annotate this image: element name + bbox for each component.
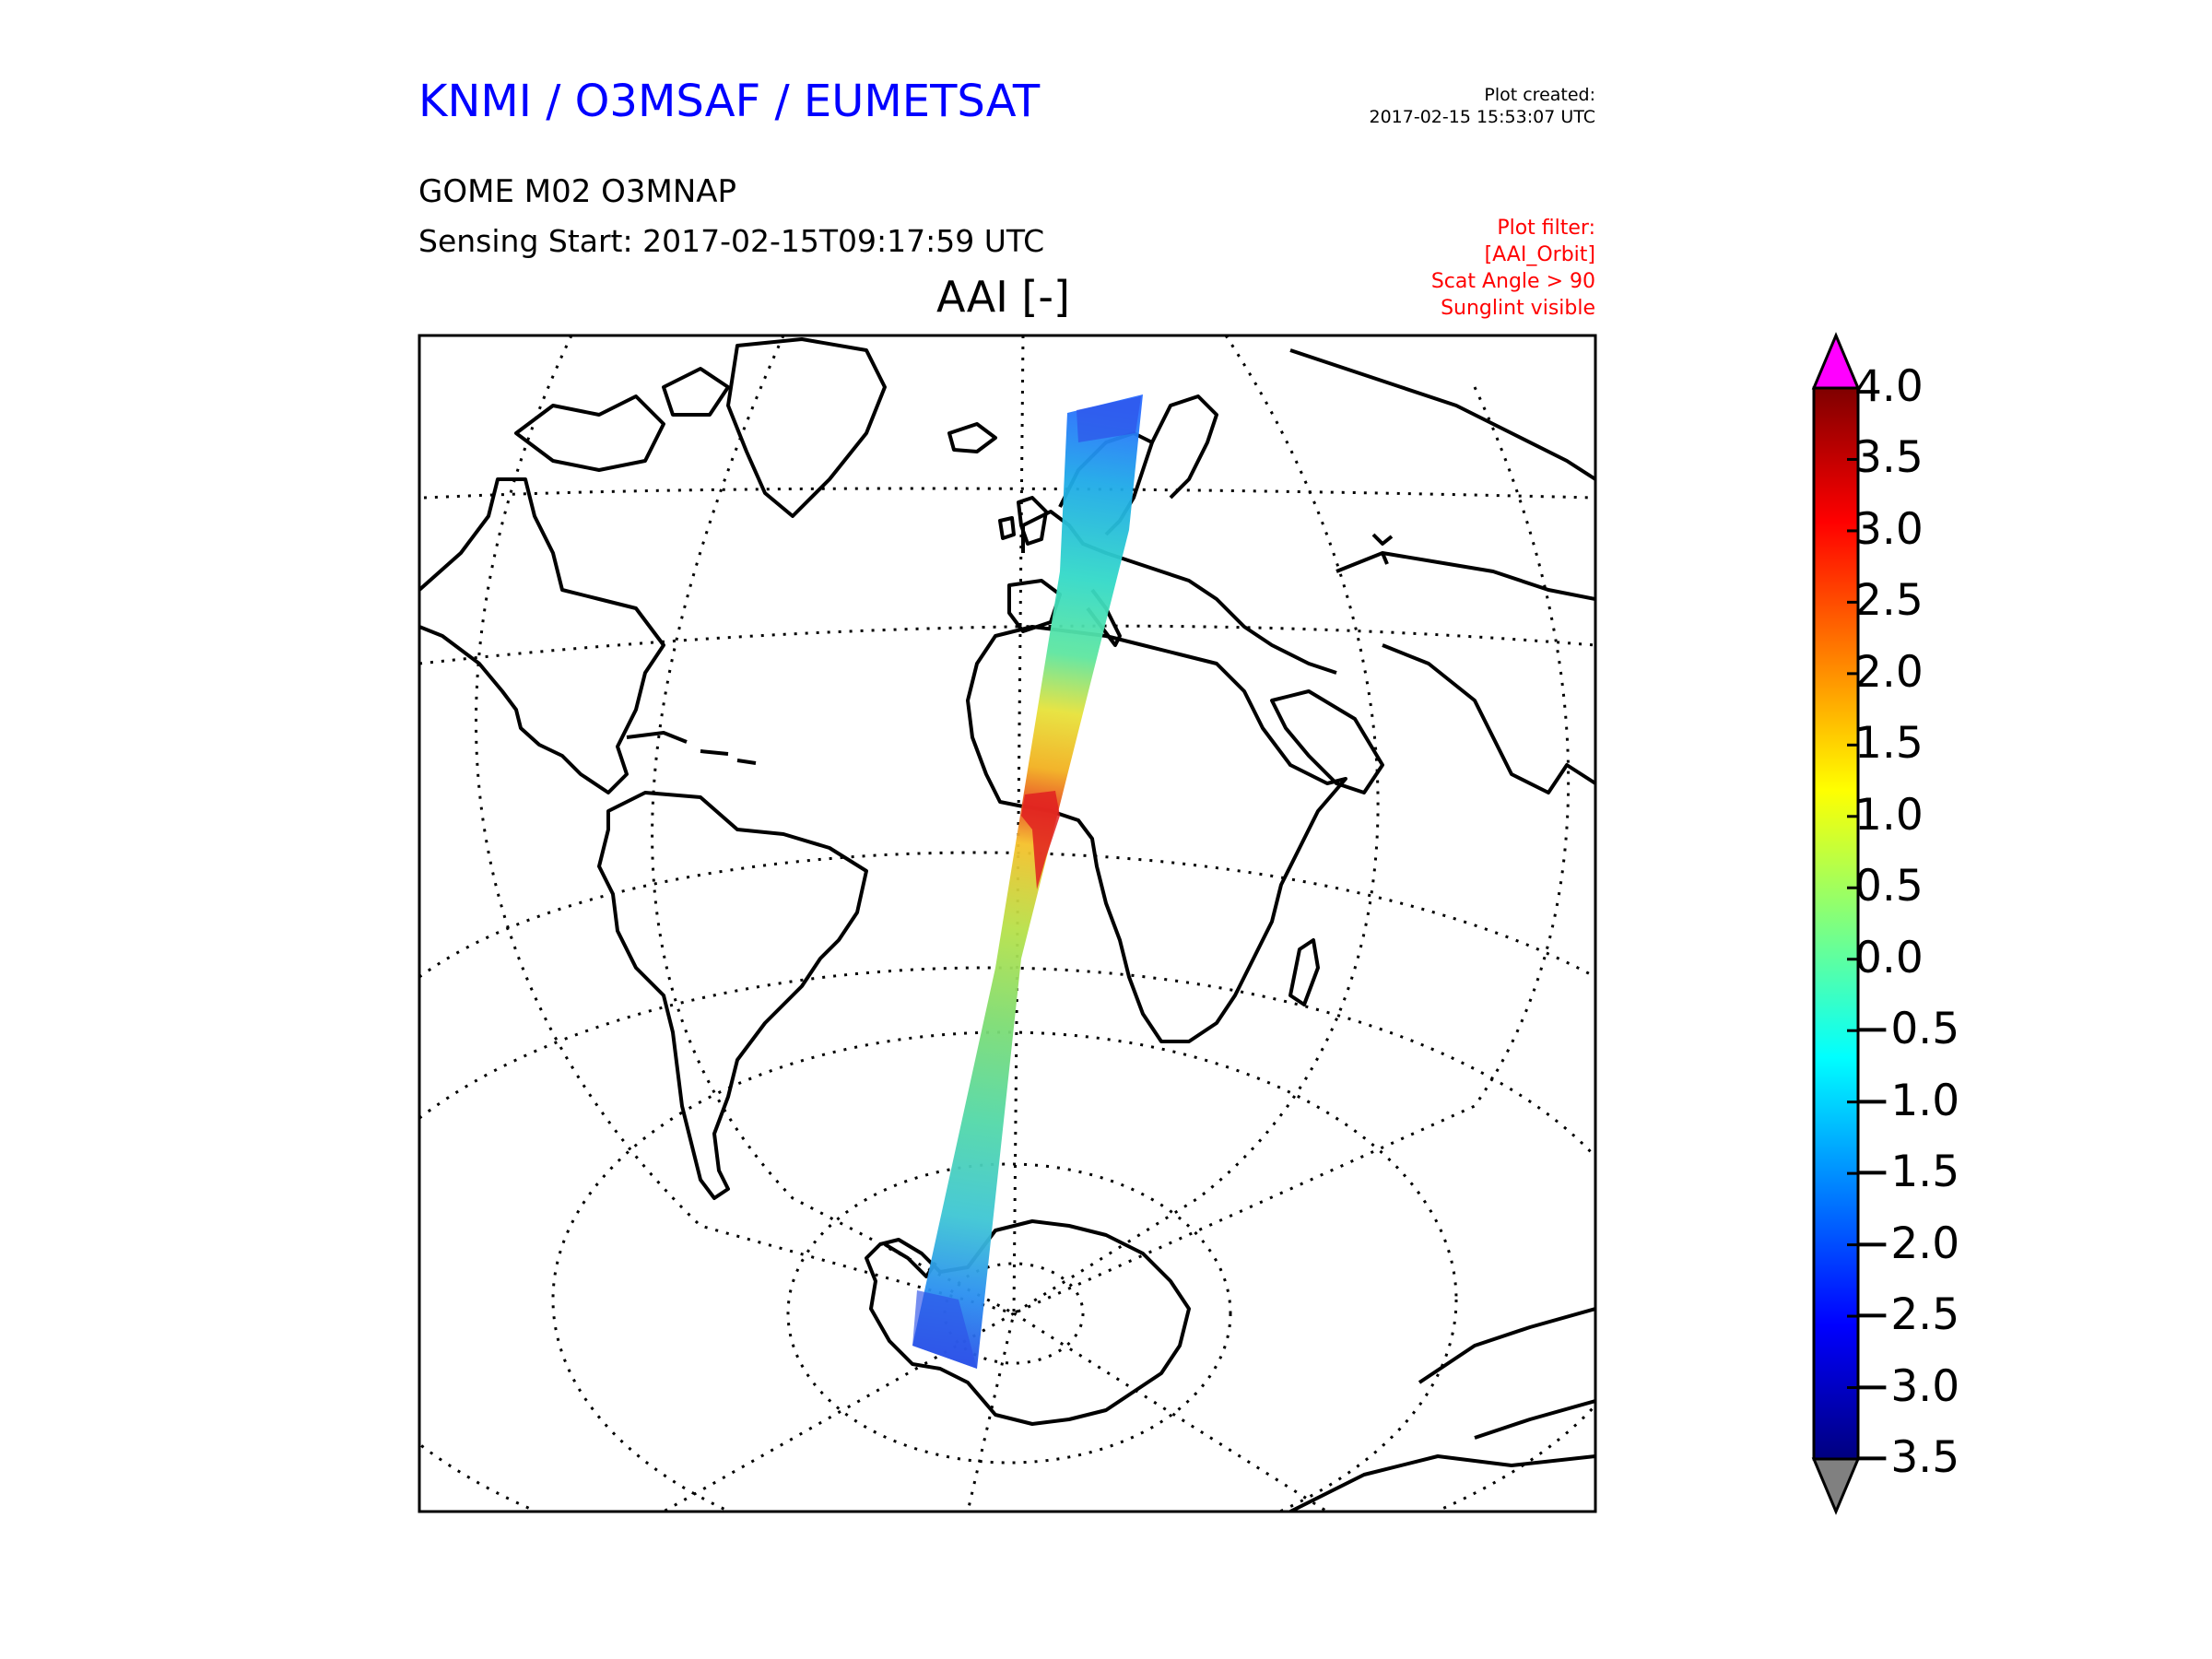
aai-swath-strip [912, 394, 1143, 1369]
plot-filter-heading: Plot filter: [1497, 217, 1595, 240]
colorbar-tick-label: 3.5 [1854, 432, 1924, 484]
coastline-arctic-islands [662, 367, 730, 417]
parallel-line [423, 487, 1595, 500]
colorbar-tick-label: 0.0 [1854, 932, 1924, 983]
coastline-scandinavia [1150, 394, 1218, 500]
colorbar-tick-label: 1.5 [1854, 718, 1924, 770]
coastline-arabia [1270, 689, 1384, 794]
coastline-greenland [726, 337, 887, 518]
parallel-line [943, 1262, 1085, 1365]
coastline-iberia [1007, 579, 1062, 633]
plot-title: AAI [-] [936, 272, 1070, 322]
colorbar-tick-label: −3.0 [1854, 1360, 1960, 1412]
plot-filter-item: [AAI_Orbit] [1484, 243, 1595, 266]
coastline-australia [1418, 1307, 1595, 1384]
coastline-asia [1382, 643, 1595, 794]
colorbar-tick-label: 1.0 [1854, 789, 1924, 841]
colorbar-tick-label: 3.0 [1854, 503, 1924, 555]
plot-filter-item: Scat Angle > 90 [1430, 270, 1595, 293]
plot-created-timestamp: 2017-02-15 15:53:07 UTC [1369, 107, 1596, 127]
plot-filter-item: Sunglint visible [1441, 297, 1595, 320]
colorbar-tick-label: −1.5 [1854, 1147, 1960, 1198]
coastline-asia [1289, 348, 1595, 481]
colorbar-body [1812, 386, 1860, 1461]
organization-title: KNMI / O3MSAF / EUMETSAT [418, 76, 1041, 127]
colorbar-tick-label: 4.0 [1854, 361, 1924, 412]
coastline-africa [966, 625, 1347, 1043]
colorbar-tick-label: −0.5 [1854, 1004, 1960, 1055]
plot-created-label: Plot created: [1484, 85, 1595, 105]
coastline-arctic-islands [1371, 533, 1394, 565]
colorbar-tick-label: −2.0 [1854, 1218, 1960, 1269]
colorbar-tick-marks [1847, 386, 1858, 1461]
coastline-iceland [947, 422, 997, 453]
colorbar-tick-label: −2.5 [1854, 1289, 1960, 1341]
colorbar-tick-label: −3.5 [1854, 1432, 1960, 1483]
parallel-line [786, 1162, 1232, 1465]
coastline-australia [1474, 1399, 1595, 1440]
aai-low-value-patch [912, 1290, 977, 1369]
product-name: GOME M02 O3MNAP [418, 173, 737, 210]
colorbar [1811, 332, 1861, 1515]
parallel-line [551, 1030, 1458, 1512]
coastline-arctic-islands [514, 394, 665, 472]
coastline-south-america [597, 791, 868, 1200]
coastline-asia [1335, 551, 1595, 601]
aai-low-value-patch [1077, 396, 1141, 442]
coastline-north-america [419, 477, 665, 794]
coastline-british-isles [998, 496, 1048, 546]
aai-high-value-patch [1021, 791, 1060, 889]
colorbar-tick-label: 0.5 [1854, 861, 1924, 912]
coastline-australia [1289, 1454, 1595, 1512]
coastline-madagascar [1288, 938, 1320, 1006]
coastline-europe [1021, 510, 1337, 675]
colorbar-tick-label: 2.5 [1854, 575, 1924, 627]
colorbar-under-extension [1811, 1457, 1861, 1515]
aai-swath [912, 394, 1143, 1369]
colorbar-tick-label: −1.0 [1854, 1075, 1960, 1126]
map-area [419, 335, 1595, 1512]
colorbar-tick-label: 2.0 [1854, 646, 1924, 698]
coastline-caribbean [626, 731, 757, 765]
map-frame [418, 334, 1597, 1513]
colorbar-over-extension [1811, 332, 1861, 390]
sensing-start: Sensing Start: 2017-02-15T09:17:59 UTC [418, 223, 1045, 259]
